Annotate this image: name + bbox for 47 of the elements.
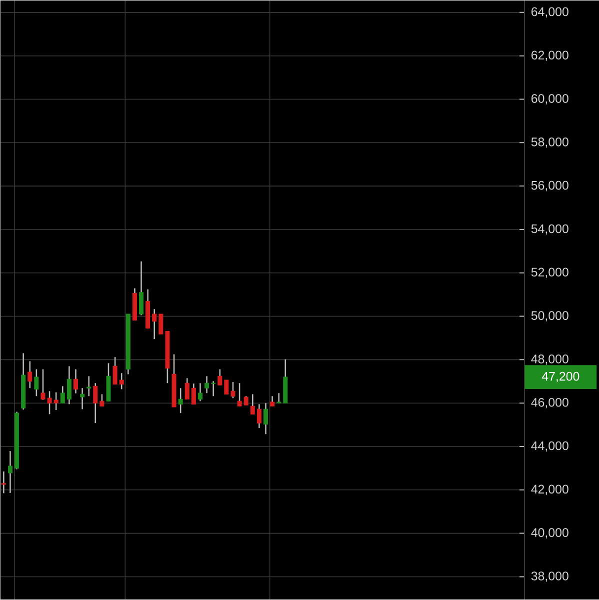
text: 47,200 [542, 372, 579, 382]
candlestick [54, 392, 58, 411]
candlestick [99, 394, 104, 407]
candlestick [138, 260, 144, 316]
candlestick [80, 387, 84, 410]
candlestick [1, 470, 6, 494]
candlestick [184, 377, 190, 400]
candlestick [119, 372, 124, 390]
y-tick-label: 58,000 [531, 138, 568, 148]
candlestick [152, 308, 156, 340]
candlestick [263, 402, 268, 435]
y-tick-label: 60,000 [531, 94, 568, 104]
candlestick [237, 382, 242, 407]
candlestick [198, 382, 202, 402]
y-tick-label: 52,000 [531, 268, 568, 278]
candlestick [256, 404, 262, 429]
y-tick-label: 54,000 [531, 224, 568, 235]
candlestick [73, 368, 78, 394]
y-tick-label: 38,000 [531, 572, 568, 582]
candlestick [250, 394, 255, 415]
candlestick [158, 313, 163, 335]
y-tick-label: 42,000 [530, 484, 568, 496]
candlestick [8, 450, 12, 494]
candlestick [210, 380, 216, 397]
y-tick-label: 44,000 [530, 441, 568, 452]
candlestick [66, 366, 72, 405]
candlestick [34, 368, 39, 397]
candlestick [27, 360, 32, 389]
candlestick [60, 386, 65, 404]
y-tick-label: 62,000 [531, 50, 568, 61]
candlestick [224, 379, 229, 395]
y-tick-label: 64,000 [531, 7, 568, 18]
candlestick [217, 368, 222, 386]
candlestick [204, 376, 209, 394]
candlestick [178, 387, 183, 414]
candlestick [230, 381, 236, 399]
candlestick [270, 395, 274, 407]
y-tick-label: 46,000 [530, 398, 568, 408]
candlestick [92, 382, 98, 424]
candlestick [86, 376, 91, 397]
y-tick-label: 48,000 [530, 354, 568, 365]
y-tick-label: 40,000 [530, 528, 568, 538]
candlestick [276, 392, 281, 404]
candlestick [191, 382, 196, 405]
y-tick-label: 56,000 [531, 180, 568, 192]
candlestick [112, 356, 118, 385]
y-tick-label: 50,000 [531, 311, 568, 322]
